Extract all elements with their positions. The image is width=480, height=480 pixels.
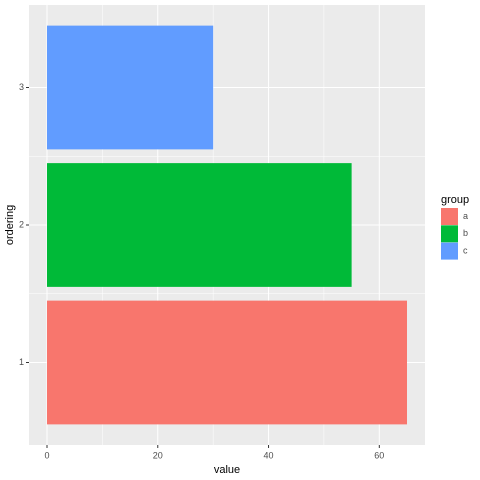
legend-key xyxy=(441,242,458,260)
legend-title: group xyxy=(441,194,469,206)
y-tick-label: 3 xyxy=(19,82,24,92)
y-axis-label: ordering xyxy=(4,205,16,245)
x-tick-label: 20 xyxy=(153,450,163,460)
legend-label: c xyxy=(463,245,468,255)
x-axis-label: value xyxy=(214,464,240,476)
legend-label: a xyxy=(463,211,468,221)
x-tick-label: 60 xyxy=(374,450,384,460)
y-tick-label: 2 xyxy=(19,219,24,229)
x-tick-label: 40 xyxy=(264,450,274,460)
y-tick-label: 1 xyxy=(19,357,24,367)
bar xyxy=(47,163,352,287)
legend-label: b xyxy=(463,228,468,238)
bar xyxy=(47,25,214,150)
bar xyxy=(47,300,407,425)
legend-key xyxy=(441,208,458,225)
legend-key xyxy=(441,225,458,243)
x-tick-label: 0 xyxy=(44,450,49,460)
